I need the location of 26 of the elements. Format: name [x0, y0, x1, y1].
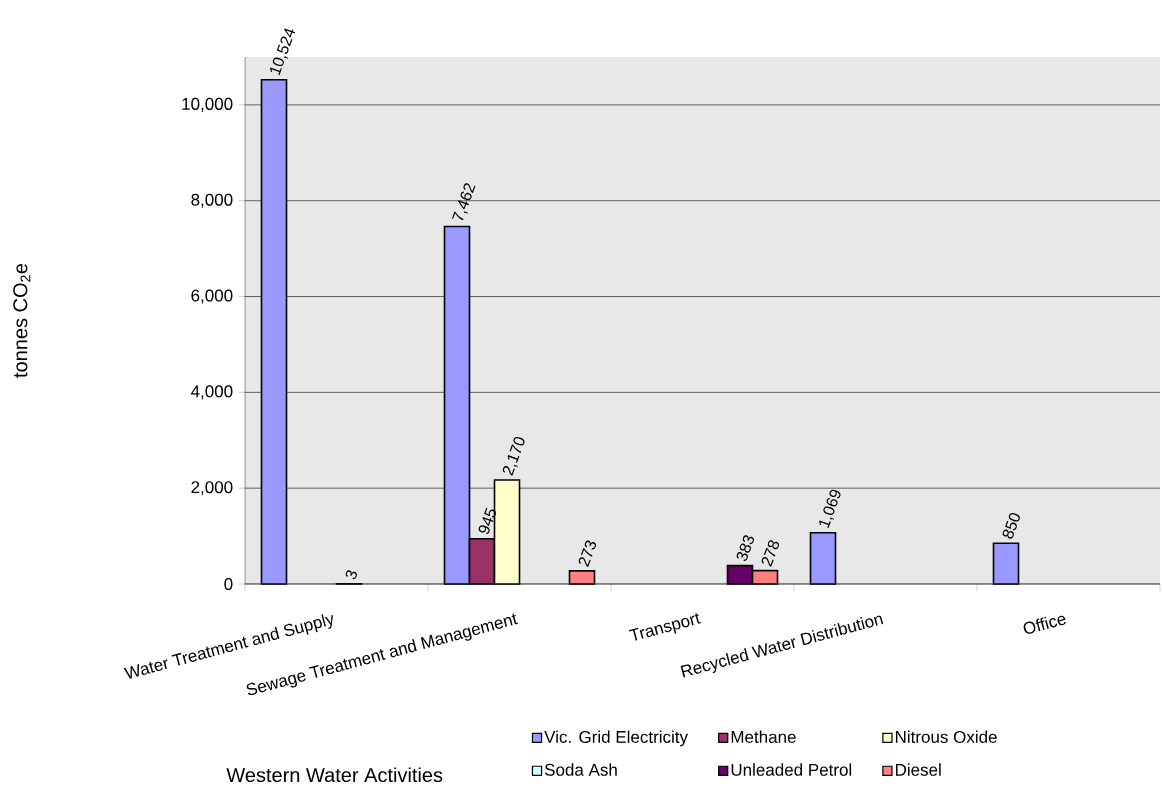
data-label: 273 — [578, 540, 597, 567]
y-tick-label: 2,000 — [191, 481, 233, 496]
legend-label: Diesel — [895, 763, 941, 776]
data-label: 2,170 — [502, 436, 525, 476]
y-tick-label: 10,000 — [182, 97, 233, 112]
data-label: 1,069 — [819, 489, 841, 529]
data-label: 850 — [1002, 513, 1020, 539]
data-label: 10,524 — [270, 28, 296, 76]
legend-label: Unleaded Petrol — [731, 763, 852, 776]
x-tick-label: Transport — [628, 612, 701, 641]
y-tick-label: 4,000 — [190, 385, 233, 400]
data-label: 7,462 — [451, 183, 476, 221]
data-label: 945 — [478, 507, 496, 534]
data-label: 383 — [736, 535, 755, 562]
legend-label: Methane — [731, 730, 796, 743]
legend-label: Nitrous Oxide — [895, 730, 997, 743]
legend-label: Vic. Grid Electricity — [544, 730, 689, 747]
x-axis-title: Western Water Activities — [226, 767, 443, 783]
y-axis-title: tonnes CO$_{2}$e — [13, 263, 31, 378]
y-tick-label: 6,000 — [191, 289, 233, 304]
data-label: 3 — [345, 570, 357, 580]
x-tick-label: Office — [1023, 615, 1066, 634]
y-tick-label: 0 — [224, 577, 233, 591]
legend-label: Soda Ash — [544, 763, 617, 776]
data-label: 278 — [761, 540, 780, 567]
y-tick-label: 8,000 — [191, 193, 233, 208]
